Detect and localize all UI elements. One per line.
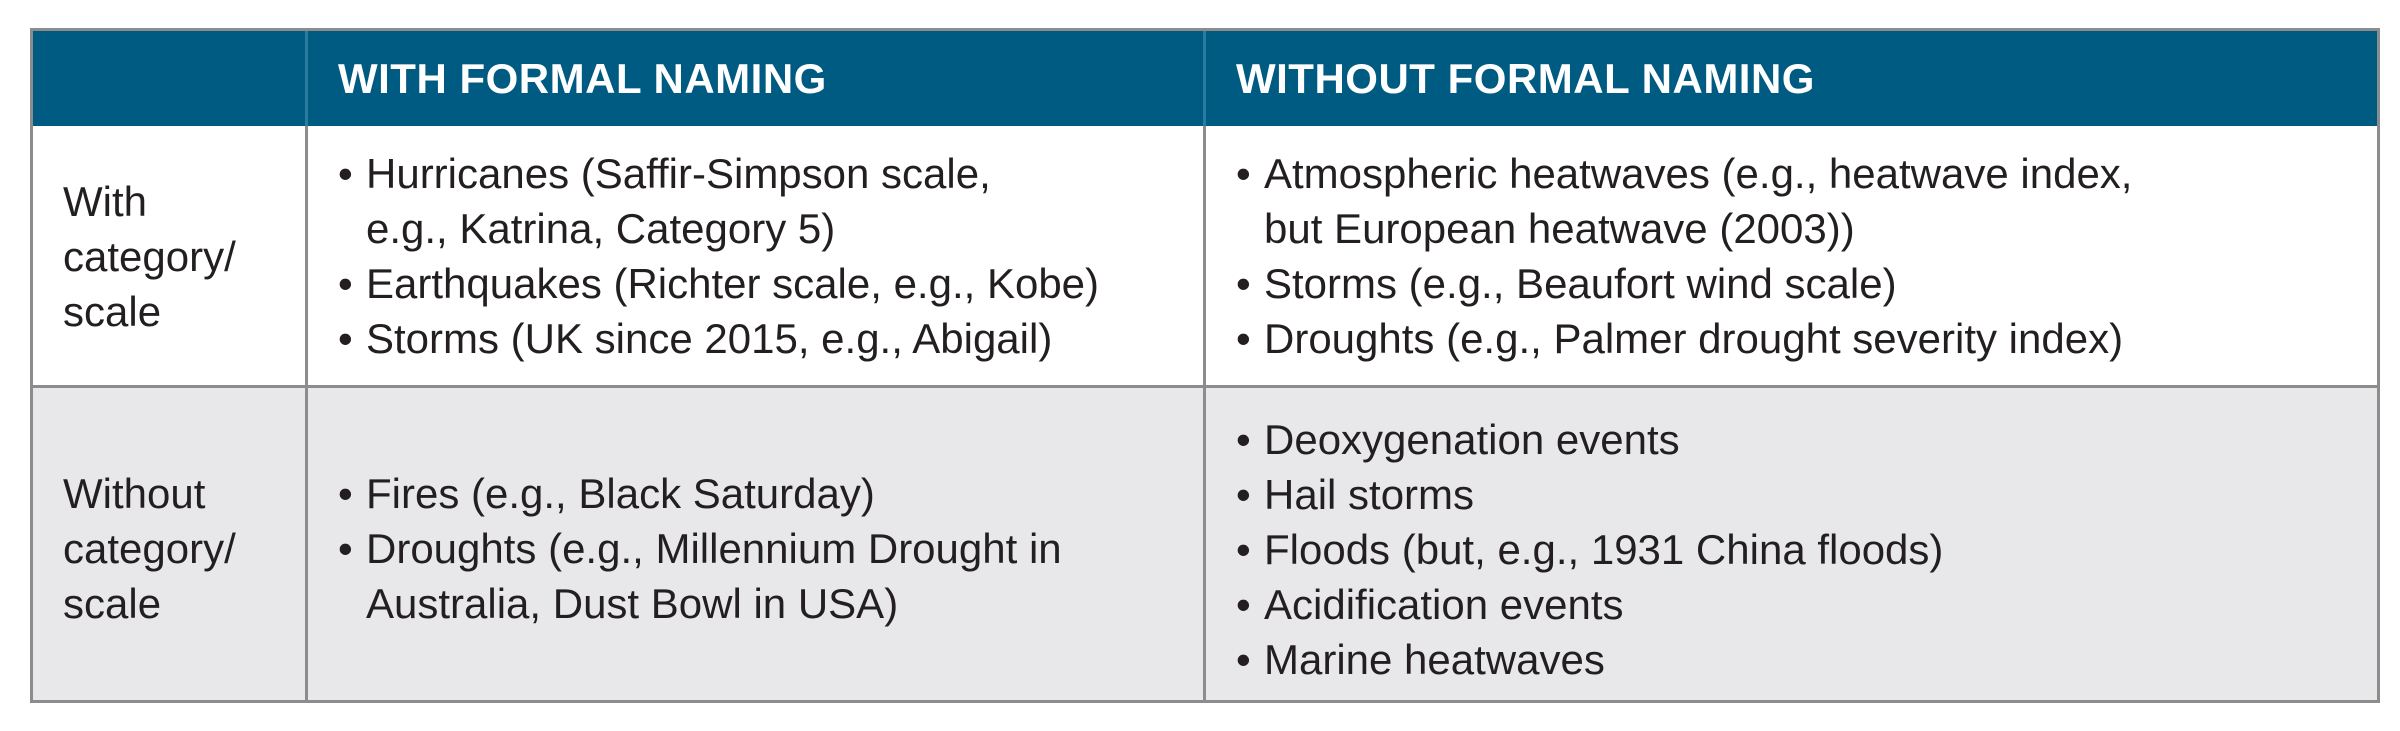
row-label-without-category: Without category/ scale — [63, 466, 236, 631]
naming-table: WITH FORMAL NAMING WITHOUT FORMAL NAMING… — [30, 28, 2380, 703]
row-label-line: scale — [63, 288, 162, 335]
list-item: Storms (e.g., Beaufort wind scale) — [1236, 256, 2132, 311]
list-item: Fires (e.g., Black Saturday) — [338, 466, 1062, 521]
header-with-formal-naming: WITH FORMAL NAMING — [338, 54, 827, 102]
list-item: Atmospheric heatwaves (e.g., heatwave in… — [1236, 146, 2132, 256]
cell-list: Hurricanes (Saffir-Simpson scale, e.g., … — [338, 146, 1099, 366]
table-row: Without category/ scale Fires (e.g., Bla… — [33, 388, 2377, 700]
column-divider — [1203, 31, 1206, 126]
row-label-line: Without — [63, 470, 206, 517]
column-divider — [305, 31, 308, 126]
table-row: With category/ scale Hurricanes (Saffir-… — [33, 126, 2377, 388]
list-item: Acidification events — [1236, 577, 1943, 632]
column-divider — [1203, 388, 1206, 700]
list-item: Earthquakes (Richter scale, e.g., Kobe) — [338, 256, 1099, 311]
row-label-line: category/ — [63, 525, 236, 572]
list-item: Floods (but, e.g., 1931 China floods) — [1236, 522, 1943, 577]
header-corner — [33, 31, 305, 126]
cell-list: Atmospheric heatwaves (e.g., heatwave in… — [1236, 146, 2132, 366]
list-item: Hail storms — [1236, 467, 1943, 522]
list-item: Droughts (e.g., Millennium Drought in Au… — [338, 521, 1062, 631]
list-item: Storms (UK since 2015, e.g., Abigail) — [338, 311, 1099, 366]
cell-list: Fires (e.g., Black Saturday) Droughts (e… — [338, 466, 1062, 631]
list-item: Droughts (e.g., Palmer drought severity … — [1236, 311, 2132, 366]
column-divider — [305, 388, 308, 700]
row-label-line: scale — [63, 580, 162, 627]
list-item: Marine heatwaves — [1236, 632, 1943, 687]
table-header: WITH FORMAL NAMING WITHOUT FORMAL NAMING — [33, 31, 2377, 126]
header-without-formal-naming: WITHOUT FORMAL NAMING — [1236, 54, 1815, 102]
row-label-with-category: With category/ scale — [63, 174, 236, 339]
row-label-line: category/ — [63, 233, 236, 280]
list-item: Hurricanes (Saffir-Simpson scale, e.g., … — [338, 146, 1099, 256]
column-divider — [1203, 126, 1206, 385]
list-item: Deoxygenation events — [1236, 412, 1943, 467]
column-divider — [305, 126, 308, 385]
cell-list: Deoxygenation events Hail storms Floods … — [1236, 412, 1943, 687]
row-label-line: With — [63, 178, 147, 225]
